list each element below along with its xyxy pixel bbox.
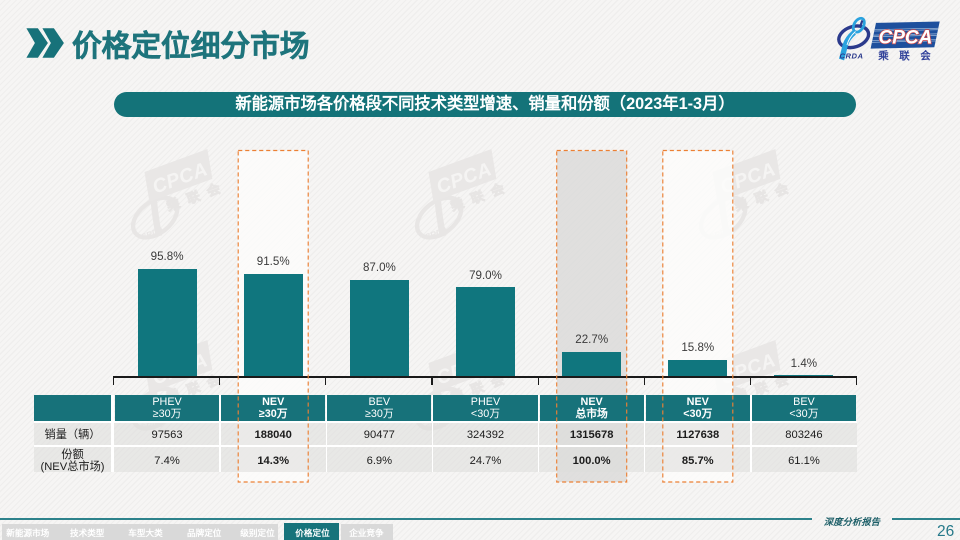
svg-text:CRDA: CRDA xyxy=(840,52,864,61)
svg-text:乘: 乘 xyxy=(877,49,889,62)
svg-text:联: 联 xyxy=(899,49,910,62)
svg-text:会: 会 xyxy=(920,49,931,62)
svg-text:CPCA: CPCA xyxy=(879,28,933,49)
